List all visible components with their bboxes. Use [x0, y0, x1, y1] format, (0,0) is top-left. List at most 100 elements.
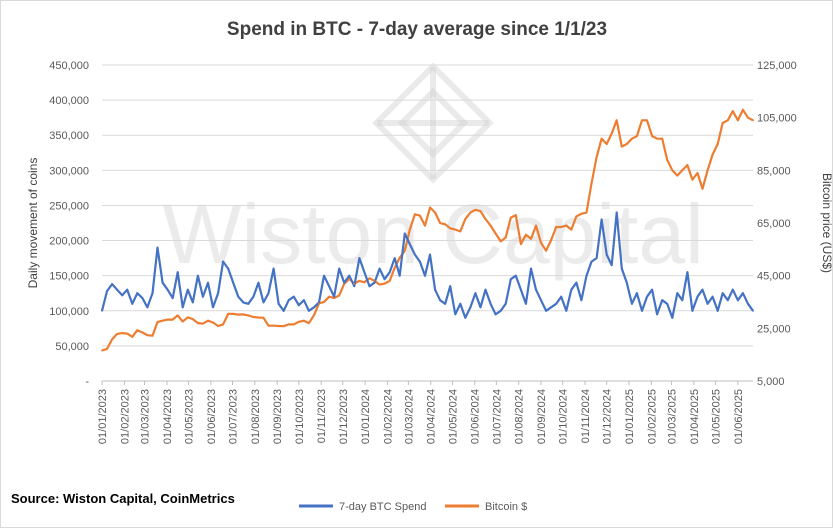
data-point — [681, 299, 683, 301]
data-point — [464, 317, 466, 319]
data-point — [147, 306, 149, 308]
data-point — [409, 243, 411, 245]
data-point — [348, 278, 350, 280]
data-point — [712, 296, 714, 298]
data-point — [470, 306, 472, 308]
data-point — [374, 280, 376, 282]
y-tick-label: 200,000 — [49, 236, 89, 248]
data-point — [535, 289, 537, 291]
x-tick-label: 01/06/2023 — [206, 389, 218, 444]
data-point — [101, 350, 103, 352]
data-point — [379, 284, 381, 286]
data-point — [207, 282, 209, 284]
data-point — [646, 119, 648, 121]
data-point — [606, 254, 608, 256]
data-point — [586, 212, 588, 214]
data-point — [500, 241, 502, 243]
data-point — [697, 172, 699, 174]
data-point — [369, 285, 371, 287]
data-point — [152, 335, 154, 337]
data-point — [439, 222, 441, 224]
data-point — [505, 303, 507, 305]
data-point — [727, 299, 729, 301]
data-point — [343, 282, 345, 284]
data-point — [626, 143, 628, 145]
data-point — [126, 333, 128, 335]
data-point — [520, 243, 522, 245]
data-point — [601, 219, 603, 221]
data-point — [111, 283, 113, 285]
data-point — [515, 214, 517, 216]
data-point — [247, 303, 249, 305]
data-point — [611, 133, 613, 135]
data-point — [591, 261, 593, 263]
watermark-logo — [376, 66, 489, 179]
data-point — [540, 299, 542, 301]
data-point — [384, 278, 386, 280]
data-point — [237, 296, 239, 298]
data-point — [525, 234, 527, 236]
x-tick-label: 01/11/2023 — [316, 389, 328, 443]
y-tick-label: 50,000 — [55, 341, 89, 353]
data-point — [459, 303, 461, 305]
data-point — [651, 289, 653, 291]
y2-tick-label: 65,000 — [757, 218, 791, 230]
data-point — [318, 302, 320, 304]
data-point — [454, 313, 456, 315]
data-point — [253, 316, 255, 318]
data-point — [671, 169, 673, 171]
data-point — [676, 292, 678, 294]
data-point — [656, 313, 658, 315]
data-point — [475, 209, 477, 211]
data-point — [555, 303, 557, 305]
data-point — [283, 325, 285, 327]
data-point — [535, 225, 537, 227]
data-point — [308, 322, 310, 324]
data-point — [202, 296, 204, 298]
data-point — [424, 275, 426, 277]
y2-tick-label: 45,000 — [757, 271, 791, 283]
data-point — [172, 297, 174, 299]
data-point — [182, 321, 184, 323]
data-point — [485, 218, 487, 220]
data-point — [232, 313, 234, 315]
data-point — [389, 280, 391, 282]
data-point — [444, 303, 446, 305]
y-tick-label: 400,000 — [49, 95, 89, 107]
data-point — [565, 310, 567, 312]
data-point — [338, 268, 340, 270]
data-point — [369, 277, 371, 279]
data-point — [545, 310, 547, 312]
data-point — [470, 212, 472, 214]
data-point — [747, 117, 749, 119]
data-point — [581, 213, 583, 215]
x-tick-label: 01/02/2024 — [382, 389, 394, 444]
data-point — [192, 318, 194, 320]
x-tick-label: 01/01/2023 — [97, 389, 109, 444]
data-point — [182, 306, 184, 308]
data-point — [258, 282, 260, 284]
data-point — [136, 329, 138, 331]
data-point — [126, 289, 128, 291]
data-point — [424, 225, 426, 227]
data-point — [268, 292, 270, 294]
data-point — [348, 275, 350, 277]
data-point — [217, 325, 219, 327]
data-point — [283, 310, 285, 312]
data-point — [121, 332, 123, 334]
data-point — [576, 282, 578, 284]
data-point — [147, 334, 149, 336]
data-point — [399, 275, 401, 277]
data-point — [707, 169, 709, 171]
data-point — [172, 319, 174, 321]
data-point — [157, 321, 159, 323]
data-point — [247, 315, 249, 317]
data-point — [576, 216, 578, 218]
data-point — [268, 325, 270, 327]
data-point — [661, 299, 663, 301]
legend-label-bitcoin-price: Bitcoin $ — [485, 501, 527, 513]
data-point — [500, 310, 502, 312]
data-point — [646, 296, 648, 298]
data-point — [333, 296, 335, 298]
